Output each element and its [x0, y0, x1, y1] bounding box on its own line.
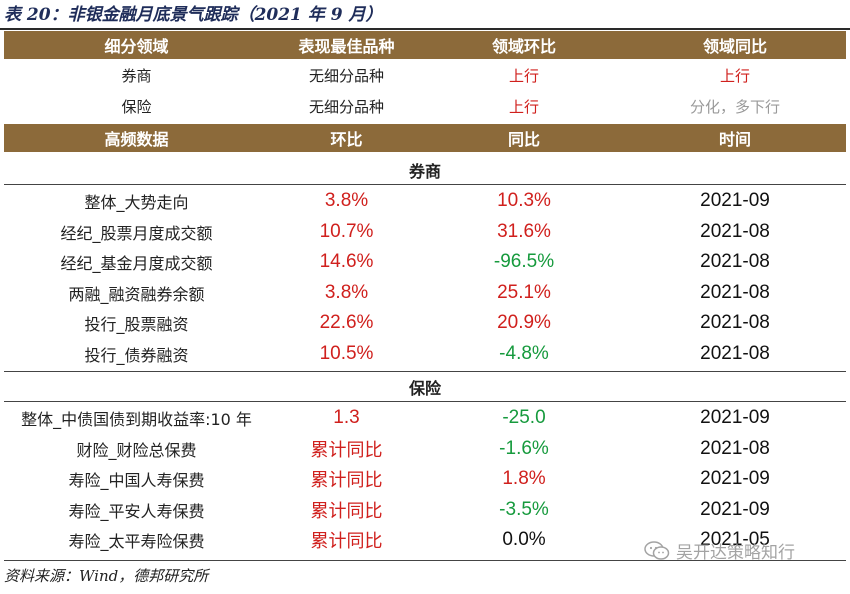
watermark-text: 吴开达策略知行	[676, 543, 795, 563]
table-row: 两融_融资融券余额 3.8% 25.1% 2021-08	[4, 278, 846, 309]
summary-best: 无细分品种	[308, 67, 384, 85]
header-sector: 细分领域	[104, 37, 169, 56]
time-value: 2021-08	[700, 220, 770, 242]
header-mom2: 环比	[330, 130, 363, 149]
section-header-brokers: 券商	[4, 156, 846, 185]
table-row: 整体_大势走向 3.8% 10.3% 2021-09	[4, 186, 846, 217]
table-row: 投行_债券融资 10.5% -4.8% 2021-08	[4, 339, 846, 370]
summary-row: 保险 无细分品种 上行 分化，多下行	[4, 91, 846, 122]
table-row: 经纪_基金月度成交额 14.6% -96.5% 2021-08	[4, 247, 846, 278]
item-name: 经纪_股票月度成交额	[60, 223, 213, 243]
time-value: 2021-05	[700, 529, 770, 551]
table-row: 寿险_平安人寿保费 累计同比 -3.5% 2021-09	[4, 495, 846, 526]
summary-best: 无细分品种	[308, 98, 384, 116]
mom-value: 10.5%	[319, 342, 374, 364]
yoy-value: 31.6%	[497, 220, 551, 242]
time-value: 2021-08	[700, 312, 770, 334]
item-name: 经纪_基金月度成交额	[60, 254, 213, 274]
top-rule	[0, 28, 850, 30]
header-mom: 领域环比	[491, 37, 556, 56]
item-name: 整体_中债国债到期收益率:10 年	[21, 410, 252, 430]
summary-header-row: 细分领域 表现最佳品种 领域环比 领域同比	[4, 31, 846, 59]
yoy-value: -3.5%	[499, 498, 549, 520]
section-header-insurance: 保险	[4, 373, 846, 402]
time-value: 2021-09	[700, 407, 770, 429]
item-name: 投行_股票融资	[84, 315, 189, 335]
yoy-value: 25.1%	[497, 281, 551, 303]
wechat-icon	[644, 540, 670, 560]
yoy-value: -4.8%	[499, 342, 549, 364]
time-value: 2021-09	[700, 498, 770, 520]
table-row: 经纪_股票月度成交额 10.7% 31.6% 2021-08	[4, 217, 846, 248]
source-note: 资料来源：Wind，德邦研究所	[4, 567, 209, 585]
yoy-value: 10.3%	[497, 190, 551, 212]
header-best: 表现最佳品种	[298, 37, 395, 56]
mom-value: 22.6%	[319, 312, 374, 334]
yoy-value: 20.9%	[497, 312, 551, 334]
time-value: 2021-09	[700, 468, 770, 490]
item-name: 财险_财险总保费	[76, 440, 197, 460]
mom-value: 累计同比	[310, 500, 383, 522]
section-name: 券商	[408, 162, 441, 181]
summary-mom: 上行	[508, 67, 539, 85]
item-name: 投行_债券融资	[84, 345, 189, 365]
item-name: 两融_融资融券余额	[68, 284, 205, 304]
time-value: 2021-09	[700, 190, 770, 212]
time-value: 2021-08	[700, 437, 770, 459]
time-value: 2021-08	[700, 251, 770, 273]
summary-yoy: 上行	[719, 67, 750, 85]
yoy-value: -96.5%	[493, 251, 555, 273]
time-value: 2021-08	[700, 281, 770, 303]
table-row: 财险_财险总保费 累计同比 -1.6% 2021-08	[4, 434, 846, 465]
header-time: 时间	[718, 130, 751, 149]
yoy-value: -1.6%	[499, 437, 549, 459]
mom-value: 10.7%	[319, 220, 374, 242]
item-name: 寿险_中国人寿保费	[68, 471, 205, 491]
summary-sector: 保险	[121, 98, 152, 116]
table-row: 寿险_中国人寿保费 累计同比 1.8% 2021-09	[4, 464, 846, 495]
watermark: 吴开达策略知行	[644, 538, 795, 563]
mom-value: 14.6%	[319, 251, 374, 273]
mom-value: 累计同比	[310, 470, 383, 492]
table-title: 表 20：非银金融月底景气跟踪（2021 年 9 月）	[4, 5, 383, 25]
item-name: 寿险_太平寿险保费	[68, 532, 205, 552]
summary-yoy: 分化，多下行	[689, 98, 780, 116]
data-header-row: 高频数据 环比 同比 时间	[4, 124, 846, 152]
item-name: 寿险_平安人寿保费	[68, 501, 205, 521]
table-row: 整体_中债国债到期收益率:10 年 1.3 -25.0 2021-09	[4, 403, 846, 434]
yoy-value: 1.8%	[502, 468, 546, 490]
table-row: 寿险_太平寿险保费 累计同比 0.0% 2021-05	[4, 525, 846, 556]
summary-mom: 上行	[508, 98, 539, 116]
summary-row: 券商 无细分品种 上行 上行	[4, 60, 846, 91]
summary-sector: 券商	[121, 67, 152, 85]
header-yoy2: 同比	[507, 130, 540, 149]
mom-value: 累计同比	[310, 439, 383, 461]
yoy-value: -25.0	[502, 407, 546, 429]
mom-value: 1.3	[333, 407, 360, 429]
mom-value: 3.8%	[324, 190, 369, 212]
item-name: 整体_大势走向	[84, 193, 189, 213]
table-row: 投行_股票融资 22.6% 20.9% 2021-08	[4, 308, 846, 339]
mom-value: 累计同比	[310, 531, 383, 553]
mom-value: 3.8%	[324, 281, 369, 303]
section-name: 保险	[408, 379, 441, 398]
header-yoy: 领域同比	[702, 37, 767, 56]
header-item: 高频数据	[104, 130, 169, 149]
section-divider	[4, 371, 846, 372]
bottom-rule	[4, 560, 846, 561]
time-value: 2021-08	[700, 342, 770, 364]
yoy-value: 0.0%	[502, 529, 546, 551]
